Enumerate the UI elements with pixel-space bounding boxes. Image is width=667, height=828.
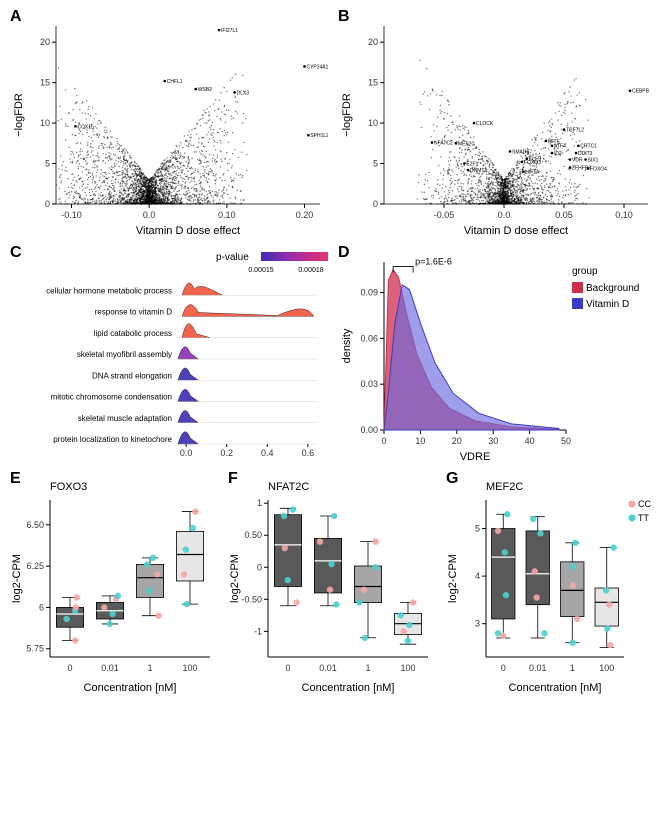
svg-text:15: 15 xyxy=(40,78,50,88)
figure: A -0.10 0.0 0.10 0.20 0 5 10 15 20 Vitamin D dose… xyxy=(8,8,659,695)
boxplot-g: MEF2C34500.011100Concentration [nM]log2-… xyxy=(444,470,654,695)
volcano-plot-a: -0.10 0.0 0.10 0.20 0 5 10 15 20 Vitamin D dose e… xyxy=(8,8,328,238)
svg-text:0.05: 0.05 xyxy=(555,210,573,220)
svg-text:CYP24A1: CYP24A1 xyxy=(306,64,328,70)
svg-text:IFI27L1: IFI27L1 xyxy=(221,28,238,34)
svg-text:10: 10 xyxy=(40,118,50,128)
svg-text:10: 10 xyxy=(368,118,378,128)
svg-text:5: 5 xyxy=(45,159,50,169)
svg-text:-0.10: -0.10 xyxy=(61,210,82,220)
svg-text:−logFDR: −logFDR xyxy=(13,93,25,137)
boxplot-e: FOXO35.7566.256.5000.011100Concentration… xyxy=(8,470,218,695)
svg-text:DLX3: DLX3 xyxy=(237,90,250,96)
panel-label-c: C xyxy=(10,244,22,262)
svg-text:Vitamin D dose effect: Vitamin D dose effect xyxy=(136,225,240,237)
panel-label-d: D xyxy=(338,244,350,262)
svg-text:COX15: COX15 xyxy=(77,124,94,130)
svg-text:-0.05: -0.05 xyxy=(434,210,455,220)
density-plot-d: 010203040500.000.030.060.09VDREdensityp=… xyxy=(336,244,656,464)
svg-text:0: 0 xyxy=(373,199,378,209)
svg-text:Vitamin D dose effect: Vitamin D dose effect xyxy=(464,225,568,237)
svg-text:0.10: 0.10 xyxy=(615,210,633,220)
volcano-plot-b: -0.05 0.0 0.05 0.10 0 5 10 15 20 Vitamin D dose e… xyxy=(336,8,656,238)
ridge-plot-c: p-value0.000150.000180.00021cellular hor… xyxy=(8,244,328,464)
svg-text:20: 20 xyxy=(368,37,378,47)
svg-text:0: 0 xyxy=(45,199,50,209)
boxplot-f: NFAT2C-1-0.5000.50100.011100Concentratio… xyxy=(226,470,436,695)
svg-text:20: 20 xyxy=(40,37,50,47)
panel-label-b: B xyxy=(338,8,350,26)
svg-text:SPH1L2: SPH1L2 xyxy=(310,133,328,139)
svg-text:CHFL1: CHFL1 xyxy=(167,79,183,85)
svg-text:5: 5 xyxy=(373,159,378,169)
panel-label-f: F xyxy=(228,470,238,488)
svg-text:0.0: 0.0 xyxy=(498,210,511,220)
svg-text:0.10: 0.10 xyxy=(218,210,236,220)
svg-text:0.0: 0.0 xyxy=(143,210,156,220)
panel-label-e: E xyxy=(10,470,21,488)
svg-text:15: 15 xyxy=(368,78,378,88)
panel-label-g: G xyxy=(446,470,458,488)
svg-text:0.20: 0.20 xyxy=(296,210,314,220)
panel-label-a: A xyxy=(10,8,22,26)
svg-text:−logFDR: −logFDR xyxy=(341,93,353,137)
svg-text:WSB2: WSB2 xyxy=(198,87,212,93)
